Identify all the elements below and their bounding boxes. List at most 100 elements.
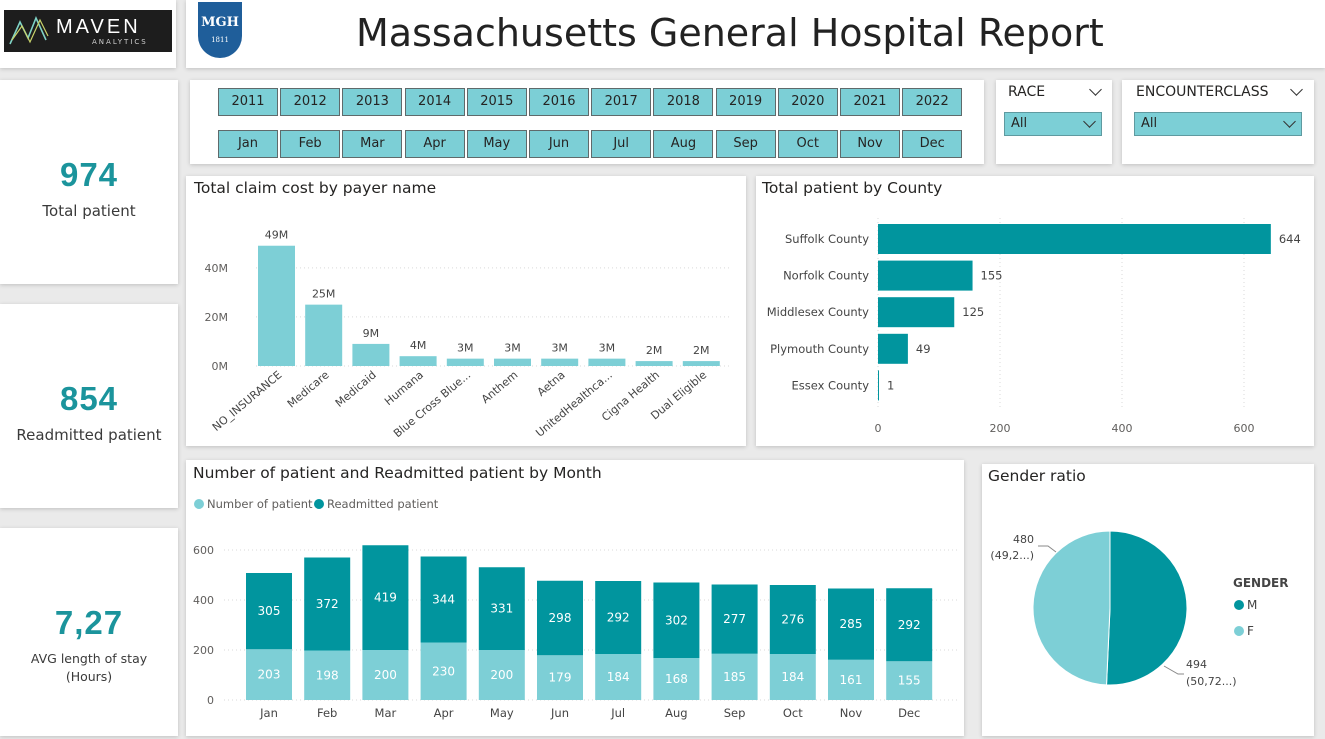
year-button-2021[interactable]: 2021 xyxy=(840,88,900,116)
month-button-feb[interactable]: Feb xyxy=(280,130,341,158)
month-button-apr[interactable]: Apr xyxy=(404,130,465,158)
month-button-jun[interactable]: Jun xyxy=(529,130,589,158)
month-button-sep[interactable]: Sep xyxy=(715,130,776,158)
x-tick-label: Medicaid xyxy=(333,368,379,410)
encounterclass-filter-title: ENCOUNTERCLASS xyxy=(1136,84,1269,100)
month-button-mar[interactable]: Mar xyxy=(342,130,403,158)
county-chart: 0 200 400 600 Suffolk County 644 Norfolk Count… xyxy=(767,218,1301,435)
x-tick-label: Feb xyxy=(317,706,337,720)
x-tick-label: 0 xyxy=(875,422,882,435)
bar-readmitted-patient[interactable] xyxy=(362,545,409,650)
bar-number-of-patient[interactable] xyxy=(246,649,292,700)
bar-value-label: 3M xyxy=(599,342,616,355)
bar[interactable] xyxy=(541,358,579,366)
bar-readmitted-patient[interactable] xyxy=(653,582,700,659)
maven-logo-card: MAVEN ANALYTICS xyxy=(0,0,176,68)
bar[interactable] xyxy=(878,370,879,401)
bar-number-of-patient[interactable] xyxy=(769,654,816,700)
x-tick-label: Apr xyxy=(434,706,454,720)
bar-readmitted-patient[interactable] xyxy=(769,585,816,654)
legend-marker xyxy=(194,499,204,509)
encounterclass-dropdown-value: All xyxy=(1141,116,1158,131)
bar-number-of-patient[interactable] xyxy=(537,655,583,700)
bar-value-label: 292 xyxy=(607,611,630,625)
x-tick-label: Humana xyxy=(382,368,426,408)
x-tick-label: Oct xyxy=(783,706,803,720)
bar[interactable] xyxy=(494,358,531,366)
year-button-2020[interactable]: 2020 xyxy=(777,88,838,116)
bar-readmitted-patient[interactable] xyxy=(304,557,351,651)
bar-readmitted-patient[interactable] xyxy=(420,556,467,643)
month-button-jan[interactable]: Jan xyxy=(218,130,278,158)
bar-number-of-patient[interactable] xyxy=(420,642,467,701)
bar[interactable] xyxy=(878,297,955,328)
legend-label: Number of patient xyxy=(207,497,313,511)
month-button-aug[interactable]: Aug xyxy=(653,130,714,158)
bar[interactable] xyxy=(352,343,390,366)
bar[interactable] xyxy=(878,333,908,364)
year-button-2016[interactable]: 2016 xyxy=(529,88,589,116)
month-button-nov[interactable]: Nov xyxy=(840,130,900,158)
year-button-2017[interactable]: 2017 xyxy=(591,88,652,116)
year-button-2011[interactable]: 2011 xyxy=(218,88,278,116)
mgh-badge-text: MGH xyxy=(201,15,239,30)
month-button-may[interactable]: May xyxy=(466,130,527,158)
bar-readmitted-patient[interactable] xyxy=(537,580,583,656)
kpi-readmitted-label: Readmitted patient xyxy=(16,426,162,444)
encounterclass-dropdown[interactable]: All xyxy=(1134,112,1302,136)
year-button-2014[interactable]: 2014 xyxy=(404,88,465,116)
pie-slice-m[interactable] xyxy=(1106,530,1188,686)
chevron-down-icon[interactable] xyxy=(1290,83,1303,96)
bar-number-of-patient[interactable] xyxy=(304,650,351,701)
y-tick-label: 400 xyxy=(193,594,214,607)
year-button-2019[interactable]: 2019 xyxy=(715,88,776,116)
year-button-2022[interactable]: 2022 xyxy=(902,88,963,116)
kpi-total-patient-value: 974 xyxy=(59,156,119,193)
month-button-jul[interactable]: Jul xyxy=(591,130,652,158)
pie-leader-line xyxy=(1163,665,1184,675)
bar[interactable] xyxy=(399,356,437,366)
bar[interactable] xyxy=(878,224,1271,254)
bar[interactable] xyxy=(305,304,343,366)
bar-number-of-patient[interactable] xyxy=(886,661,933,700)
bar[interactable] xyxy=(446,358,484,366)
year-button-2015[interactable]: 2015 xyxy=(466,88,527,116)
bar[interactable] xyxy=(635,361,673,366)
month-button-oct[interactable]: Oct xyxy=(777,130,838,158)
bar[interactable] xyxy=(258,245,295,366)
mgh-badge-year: 1811 xyxy=(211,36,229,44)
bar[interactable] xyxy=(682,361,720,366)
bar-value-label: 331 xyxy=(490,602,513,616)
county-chart-title: Total patient by County xyxy=(762,179,943,197)
kpi-avg-stay-label: AVG length of stay xyxy=(30,651,148,666)
bar-number-of-patient[interactable] xyxy=(362,650,409,700)
pie-slice-f[interactable] xyxy=(1032,530,1111,686)
race-dropdown[interactable]: All xyxy=(1004,112,1102,136)
bar-readmitted-patient[interactable] xyxy=(711,584,758,654)
bar[interactable] xyxy=(588,358,626,366)
bar-number-of-patient[interactable] xyxy=(595,654,642,700)
x-tick-label: Mar xyxy=(375,706,397,720)
bar-number-of-patient[interactable] xyxy=(711,653,758,700)
bar-number-of-patient[interactable] xyxy=(828,659,874,700)
bar-value-label: 2M xyxy=(693,344,710,357)
bar-readmitted-patient[interactable] xyxy=(595,581,642,654)
bar-number-of-patient[interactable] xyxy=(478,650,525,700)
month-button-dec[interactable]: Dec xyxy=(902,130,963,158)
bar-readmitted-patient[interactable] xyxy=(828,588,874,660)
pie-value-label: 480 xyxy=(1013,533,1034,546)
chevron-down-icon[interactable] xyxy=(1089,83,1102,96)
bar[interactable] xyxy=(878,260,973,291)
x-tick-label: 200 xyxy=(990,422,1011,435)
bar-readmitted-patient[interactable] xyxy=(246,573,292,650)
bar-readmitted-patient[interactable] xyxy=(886,588,933,662)
legend-label: F xyxy=(1247,624,1254,638)
year-button-2018[interactable]: 2018 xyxy=(653,88,714,116)
year-button-2013[interactable]: 2013 xyxy=(342,88,403,116)
bar-value-label: 184 xyxy=(781,670,804,684)
bar-readmitted-patient[interactable] xyxy=(478,567,525,650)
maven-wave-icon xyxy=(9,15,49,45)
year-button-2012[interactable]: 2012 xyxy=(280,88,341,116)
bar-number-of-patient[interactable] xyxy=(653,658,700,700)
pie-leader-line xyxy=(1038,545,1057,553)
